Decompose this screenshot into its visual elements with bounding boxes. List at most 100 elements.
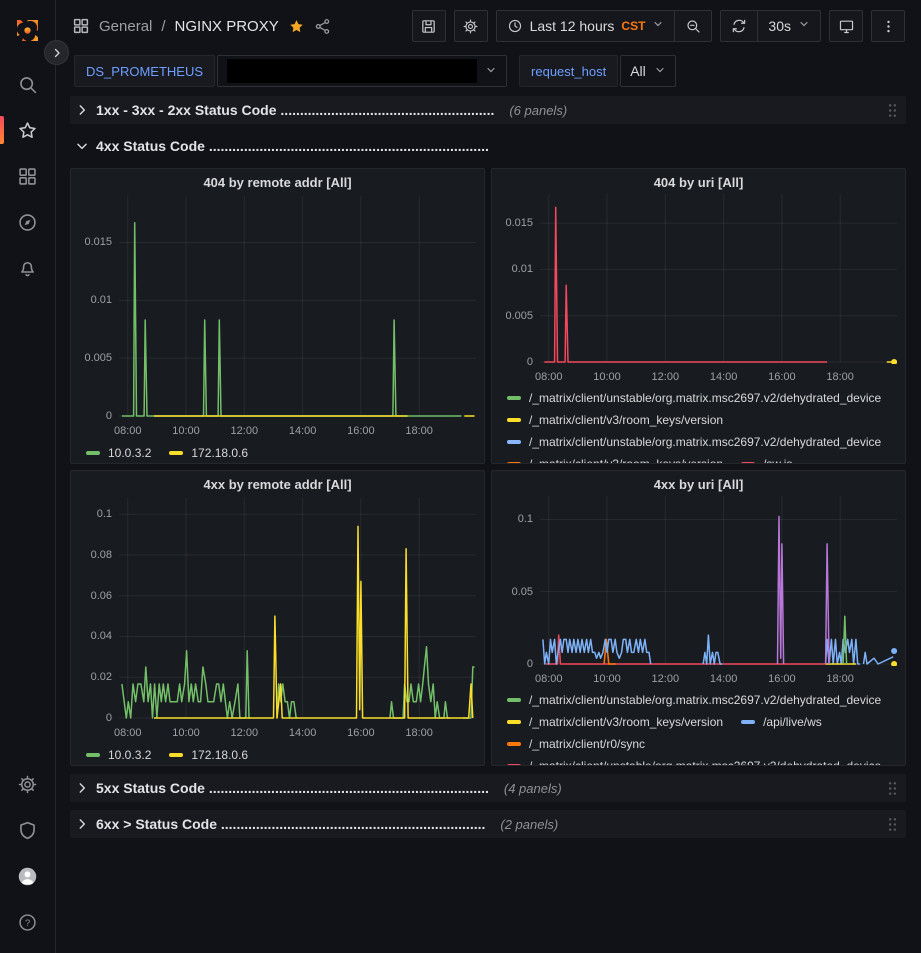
help-icon[interactable]: ? [8, 902, 48, 942]
y-tick-label: 0.02 [90, 671, 112, 684]
panel-title[interactable]: 4xx by remote addr [All] [203, 477, 352, 492]
share-icon[interactable] [314, 18, 331, 35]
row-title: 1xx - 3xx - 2xx Status Code ............… [96, 102, 495, 118]
x-tick-label: 16:00 [768, 370, 796, 383]
legend-item[interactable]: /sw.js [741, 457, 792, 463]
legend-swatch [169, 451, 184, 456]
dashboard-settings-gear-icon[interactable] [453, 10, 488, 42]
x-axis-labels: 08:00 10:00 12:00 14:00 16:00 18:00 [535, 369, 895, 384]
legend-label: /_matrix/client/unstable/org.matrix.msc2… [529, 434, 882, 449]
redacted-value [227, 59, 478, 83]
legend-row: /_matrix/client/v3/room_keys/version/sw.… [507, 453, 895, 463]
legend-label: /_matrix/client/unstable/org.matrix.msc2… [529, 759, 881, 765]
time-range-picker[interactable]: Last 12 hours CST [497, 11, 675, 41]
drag-handle-icon[interactable] [887, 817, 898, 832]
plot-area[interactable] [540, 192, 898, 369]
sidebar-item-dashboards[interactable] [8, 156, 48, 196]
chart-panel: 4xx by remote addr [All] 0 0.02 0.04 0.06 0.… [70, 470, 485, 766]
x-tick-label: 08:00 [113, 424, 142, 437]
legend-swatch [507, 741, 521, 746]
x-tick-label: 08:00 [534, 370, 563, 383]
zoom-out-icon [687, 20, 701, 33]
svg-text:?: ? [25, 918, 30, 929]
variable-value-dropdown[interactable]: All [620, 55, 676, 87]
variable-value-dropdown[interactable] [217, 55, 508, 87]
chevron-right-icon [75, 781, 89, 795]
legend-item[interactable]: 172.18.0.6 [169, 446, 248, 460]
save-dashboard-button[interactable] [411, 10, 446, 42]
panel-title[interactable]: 404 by uri [All] [653, 175, 744, 190]
panel-title[interactable]: 4xx by uri [All] [653, 477, 744, 492]
sidebar-item-admin-shield-icon[interactable] [8, 810, 48, 850]
y-tick-label: 0.1 [96, 508, 112, 521]
y-tick-label: 0 [105, 409, 112, 422]
y-tick-label: 0 [526, 355, 533, 368]
chevron-down-icon [798, 17, 810, 35]
y-axis-labels: 0 0.02 0.04 0.06 0.08 0.1 [81, 496, 119, 724]
y-tick-label: 0.05 [511, 585, 533, 598]
sidebar-expand-chevron-icon[interactable] [44, 40, 69, 65]
legend-item[interactable]: 172.18.0.6 [169, 748, 248, 762]
legend-item[interactable]: /_matrix/client/v3/room_keys/version [507, 715, 723, 729]
legend-label: /_matrix/client/unstable/org.matrix.msc2… [529, 692, 882, 707]
drag-handle-icon[interactable] [887, 103, 898, 118]
y-tick-label: 0.015 [505, 216, 533, 229]
more-options-kebab-icon[interactable] [871, 10, 905, 42]
row-title: 5xx Status Code ........................… [96, 780, 489, 796]
search-icon[interactable] [8, 64, 48, 104]
row-panel-count: (4 panels) [503, 780, 562, 796]
x-tick-label: 12:00 [230, 424, 259, 437]
plot-area[interactable] [540, 494, 898, 671]
x-tick-label: 16:00 [347, 424, 375, 437]
y-tick-label: 0.08 [90, 548, 112, 561]
x-tick-label: 18:00 [826, 370, 854, 383]
x-tick-label: 18:00 [405, 424, 433, 437]
legend-item[interactable]: /_matrix/client/unstable/org.matrix.msc2… [507, 391, 881, 405]
time-range-label: Last 12 hours [529, 18, 615, 34]
legend-item[interactable]: /_matrix/client/v3/room_keys/version [507, 413, 723, 427]
row-5xx[interactable]: 5xx Status Code ........................… [70, 774, 906, 802]
breadcrumb-folder[interactable]: General [99, 17, 153, 35]
sidebar-item-explore-compass-icon[interactable] [8, 202, 48, 242]
refresh-interval-picker[interactable]: 30s [757, 11, 820, 41]
legend-item[interactable]: /_matrix/client/r0/sync [507, 737, 645, 751]
plot-area[interactable] [119, 194, 476, 423]
legend-item[interactable]: /_matrix/client/unstable/org.matrix.msc2… [507, 759, 881, 765]
chevron-right-icon [75, 817, 89, 831]
variable-request-host: request_host All [519, 55, 676, 87]
breadcrumb-separator: / [161, 17, 166, 35]
row-1xx-3xx-2xx[interactable]: 1xx - 3xx - 2xx Status Code ............… [70, 96, 906, 124]
row-panel-count: (6 panels) [509, 102, 568, 118]
grafana-logo[interactable] [8, 13, 48, 47]
chart-panel: 404 by remote addr [All] 0 0.005 0.01 0.015… [70, 168, 485, 464]
drag-handle-icon[interactable] [887, 781, 898, 796]
refresh-interval-label: 30s [768, 18, 791, 34]
legend-item[interactable]: /_matrix/client/v3/room_keys/version [507, 457, 723, 463]
y-tick-label: 0.005 [84, 352, 112, 365]
user-avatar[interactable] [8, 856, 48, 896]
row-6xx[interactable]: 6xx > Status Code ......................… [70, 810, 906, 838]
legend-label: 10.0.3.2 [108, 446, 152, 461]
sidebar-item-configuration-gear-icon[interactable] [8, 764, 48, 804]
row-4xx[interactable]: 4xx Status Code ........................… [70, 132, 906, 160]
sidebar-item-starred[interactable] [0, 110, 48, 150]
legend-item[interactable]: /_matrix/client/unstable/org.matrix.msc2… [507, 693, 881, 707]
legend-label: /_matrix/client/r0/sync [529, 736, 646, 751]
sidebar-item-alerting-bell-icon[interactable] [8, 248, 48, 288]
tv-mode-monitor-icon[interactable] [829, 10, 863, 42]
legend-item[interactable]: 10.0.3.2 [86, 446, 151, 460]
refresh-button[interactable] [721, 11, 757, 41]
panel-title[interactable]: 404 by remote addr [All] [203, 175, 352, 190]
y-tick-label: 0.01 [90, 294, 112, 307]
timezone-label: CST [621, 19, 646, 33]
favorite-star-icon[interactable] [288, 18, 305, 35]
legend-item[interactable]: /api/live/ws [741, 715, 822, 729]
dashboard-variables-bar: DS_PROMETHEUS request_host All [56, 52, 921, 90]
legend-item[interactable]: /_matrix/client/unstable/org.matrix.msc2… [507, 435, 881, 449]
x-tick-label: 14:00 [288, 424, 317, 437]
chevron-down-icon [485, 63, 497, 79]
chart: 0 0.005 0.01 0.015 [81, 194, 476, 423]
plot-area[interactable] [119, 496, 476, 725]
zoom-out-time-button[interactable] [674, 11, 711, 41]
legend-item[interactable]: 10.0.3.2 [86, 748, 151, 762]
